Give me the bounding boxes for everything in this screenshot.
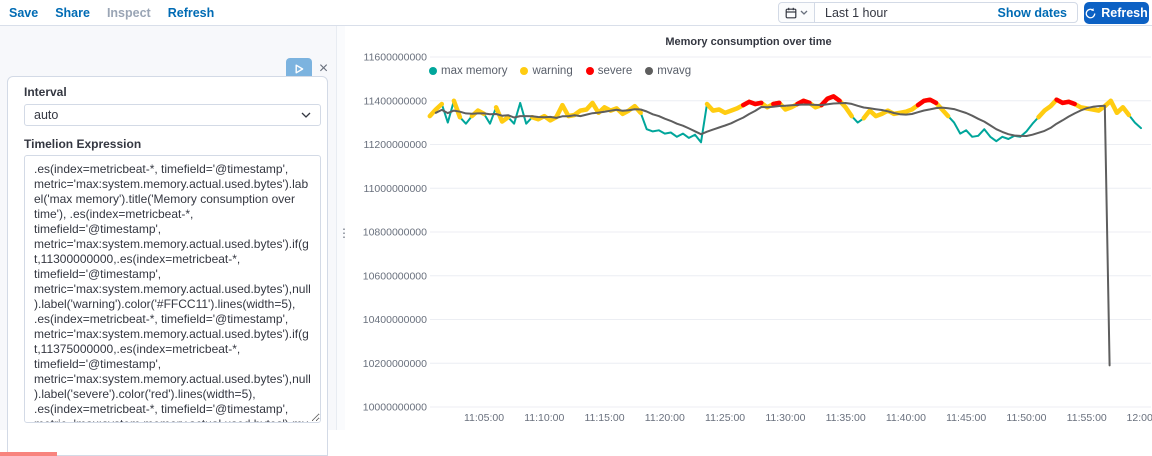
top-toolbar: Save Share Inspect Refresh Last 1 hour S…: [0, 0, 1152, 26]
calendar-dropdown-button[interactable]: [779, 3, 815, 22]
time-picker[interactable]: Last 1 hour Show dates: [778, 2, 1078, 23]
legend-dot-mvavg: [645, 67, 654, 75]
svg-text:11:50:00: 11:50:00: [1006, 412, 1046, 424]
refresh-icon: [1085, 7, 1096, 18]
svg-text:11:05:00: 11:05:00: [464, 412, 504, 424]
svg-text:11:35:00: 11:35:00: [826, 412, 866, 424]
expression-editor-card: Interval auto Timelion Expression .es(in…: [7, 76, 328, 456]
chart-panel: Memory consumption over time max memory …: [345, 26, 1152, 430]
svg-text:12:00:00: 12:00:00: [1127, 412, 1152, 424]
svg-text:10200000000: 10200000000: [363, 358, 427, 370]
legend-label: warning: [532, 65, 573, 77]
play-icon: [295, 64, 304, 74]
interval-selected-value: auto: [34, 108, 59, 122]
chart-legend: max memory warning severe mvavg: [429, 65, 691, 77]
legend-dot-warning: [520, 67, 529, 75]
svg-text:11:20:00: 11:20:00: [645, 412, 685, 424]
legend-label: mvavg: [657, 65, 692, 77]
svg-text:11000000000: 11000000000: [364, 183, 428, 195]
horizontal-scrollbar-thumb[interactable]: [0, 452, 57, 456]
legend-dot-severe: [585, 67, 594, 75]
calendar-icon: [785, 7, 797, 18]
chart-title: Memory consumption over time: [665, 36, 832, 48]
interval-label: Interval: [24, 85, 67, 99]
svg-text:11200000000: 11200000000: [364, 139, 428, 151]
legend-item-severe: severe: [585, 65, 633, 77]
legend-item-max-memory: max memory: [429, 65, 507, 77]
svg-text:11:10:00: 11:10:00: [524, 412, 564, 424]
svg-text:11:30:00: 11:30:00: [765, 412, 805, 424]
chevron-down-icon: [301, 112, 311, 118]
svg-text:11600000000: 11600000000: [364, 52, 428, 64]
svg-text:11:45:00: 11:45:00: [946, 412, 986, 424]
toolbar-links: Save Share Inspect Refresh: [0, 6, 214, 20]
memory-chart[interactable]: 11600000000 11400000000 11200000000 1100000…: [345, 26, 1152, 430]
refresh-button[interactable]: Refresh: [1084, 2, 1149, 24]
svg-text:10600000000: 10600000000: [363, 270, 427, 282]
inspect-button[interactable]: Inspect: [106, 5, 151, 20]
legend-item-mvavg: mvavg: [645, 65, 691, 77]
svg-text:10400000000: 10400000000: [363, 314, 427, 326]
panel-resizer[interactable]: [336, 26, 345, 430]
run-expression-button[interactable]: [286, 58, 312, 80]
legend-label: max memory: [441, 65, 508, 77]
svg-text:11:40:00: 11:40:00: [886, 412, 926, 424]
share-button[interactable]: Share: [55, 5, 90, 20]
show-dates-button[interactable]: Show dates: [997, 5, 1067, 20]
refresh-button-label: Refresh: [1101, 6, 1148, 20]
save-button[interactable]: Save: [9, 5, 39, 20]
legend-item-warning: warning: [520, 65, 573, 77]
svg-text:11400000000: 11400000000: [364, 95, 428, 107]
legend-label: severe: [597, 65, 633, 77]
svg-text:11:15:00: 11:15:00: [584, 412, 624, 424]
svg-text:11:55:00: 11:55:00: [1067, 412, 1107, 424]
svg-text:10000000000: 10000000000: [363, 402, 427, 414]
expression-label: Timelion Expression: [24, 137, 142, 151]
refresh-link[interactable]: Refresh: [167, 5, 215, 20]
interval-select[interactable]: auto: [24, 104, 321, 126]
close-panel-icon[interactable]: ×: [318, 60, 329, 77]
chevron-down-icon: [800, 10, 808, 15]
timelion-expression-panel: × Interval auto Timelion Expression .es(…: [0, 26, 336, 456]
legend-dot-max-memory: [429, 67, 437, 75]
time-range-value[interactable]: Last 1 hour: [825, 5, 888, 20]
svg-text:10800000000: 10800000000: [363, 227, 427, 239]
timelion-expression-input[interactable]: .es(index=metricbeat-*, timefield='@time…: [24, 155, 321, 423]
svg-text:11:25:00: 11:25:00: [705, 412, 745, 424]
